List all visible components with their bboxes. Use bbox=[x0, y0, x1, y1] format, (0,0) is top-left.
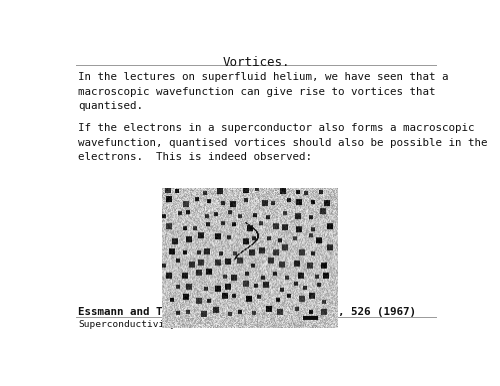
Text: Essmann and Trauble, Physics Letters 24A, 526 (1967): Essmann and Trauble, Physics Letters 24A… bbox=[78, 306, 416, 317]
Text: If the electrons in a superconductor also forms a macroscopic
wavefunction, quan: If the electrons in a superconductor als… bbox=[78, 123, 488, 162]
Text: Vortices.: Vortices. bbox=[222, 56, 290, 69]
Bar bbox=[188, 191, 324, 299]
Bar bbox=[296, 288, 306, 295]
Text: 32: 32 bbox=[250, 320, 262, 329]
Text: Superconductivity: Superconductivity bbox=[78, 320, 176, 329]
Text: In the lectures on superfluid helium, we have seen that a
macroscopic wavefuncti: In the lectures on superfluid helium, we… bbox=[78, 73, 448, 111]
Text: 1μm: 1μm bbox=[192, 288, 204, 294]
